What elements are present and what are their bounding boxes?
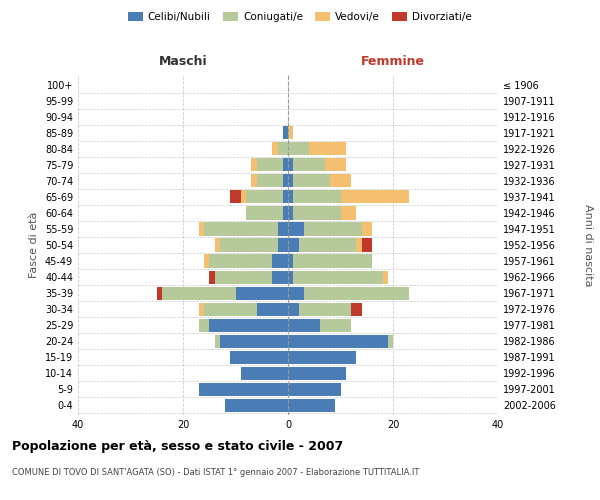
Bar — [199, 383, 288, 396]
Bar — [304, 222, 361, 235]
Bar — [257, 158, 283, 172]
Bar — [283, 174, 288, 188]
Bar — [309, 142, 346, 156]
Bar — [241, 190, 246, 203]
Bar — [230, 350, 288, 364]
Bar — [257, 302, 288, 316]
Bar — [246, 206, 283, 220]
Bar — [288, 270, 293, 283]
Text: COMUNE DI TOVO DI SANT'AGATA (SO) - Dati ISTAT 1° gennaio 2007 - Elaborazione TU: COMUNE DI TOVO DI SANT'AGATA (SO) - Dati… — [12, 468, 419, 477]
Bar — [293, 158, 325, 172]
Y-axis label: Fasce di età: Fasce di età — [29, 212, 39, 278]
Bar — [277, 238, 288, 252]
Text: Femmine: Femmine — [361, 55, 425, 68]
Bar — [272, 270, 288, 283]
Bar — [299, 238, 356, 252]
Bar — [325, 158, 346, 172]
Bar — [293, 206, 341, 220]
Bar — [288, 126, 293, 140]
Bar — [288, 254, 293, 268]
Bar — [215, 270, 272, 283]
Bar — [277, 222, 288, 235]
Bar — [288, 286, 304, 300]
Bar — [199, 318, 209, 332]
Bar — [162, 286, 235, 300]
Bar — [288, 142, 309, 156]
Bar — [288, 190, 293, 203]
Bar — [204, 302, 257, 316]
Bar — [283, 206, 288, 220]
Bar — [283, 190, 288, 203]
Bar — [288, 366, 346, 380]
Bar — [288, 399, 335, 412]
Bar — [220, 238, 277, 252]
Bar — [257, 174, 283, 188]
Bar — [204, 254, 209, 268]
Bar — [283, 158, 288, 172]
Bar — [388, 334, 393, 348]
Bar — [383, 270, 388, 283]
Bar — [288, 350, 356, 364]
Bar — [288, 206, 293, 220]
Bar — [241, 366, 288, 380]
Bar — [288, 318, 320, 332]
Bar — [341, 190, 409, 203]
Bar — [272, 142, 277, 156]
Bar — [199, 302, 204, 316]
Bar — [251, 174, 257, 188]
Text: Anni di nascita: Anni di nascita — [583, 204, 593, 286]
Bar — [341, 206, 356, 220]
Bar — [330, 174, 351, 188]
Bar — [230, 190, 241, 203]
Bar — [209, 318, 288, 332]
Bar — [356, 238, 361, 252]
Bar — [288, 222, 304, 235]
Bar — [361, 238, 372, 252]
Text: Popolazione per età, sesso e stato civile - 2007: Popolazione per età, sesso e stato civil… — [12, 440, 343, 453]
Bar — [215, 334, 220, 348]
Bar — [288, 174, 293, 188]
Bar — [235, 286, 288, 300]
Bar — [225, 399, 288, 412]
Bar — [293, 174, 330, 188]
Bar — [220, 334, 288, 348]
Bar — [293, 270, 383, 283]
Bar — [204, 222, 277, 235]
Bar — [293, 254, 372, 268]
Bar — [304, 286, 409, 300]
Bar — [299, 302, 351, 316]
Bar — [288, 383, 341, 396]
Bar — [283, 126, 288, 140]
Bar — [320, 318, 351, 332]
Bar — [209, 254, 272, 268]
Bar — [288, 334, 388, 348]
Bar — [157, 286, 162, 300]
Bar — [288, 158, 293, 172]
Text: Maschi: Maschi — [158, 55, 208, 68]
Bar — [215, 238, 220, 252]
Bar — [293, 190, 341, 203]
Bar — [246, 190, 283, 203]
Bar — [288, 238, 299, 252]
Bar — [361, 222, 372, 235]
Bar — [351, 302, 361, 316]
Bar — [277, 142, 288, 156]
Legend: Celibi/Nubili, Coniugati/e, Vedovi/e, Divorziati/e: Celibi/Nubili, Coniugati/e, Vedovi/e, Di… — [124, 8, 476, 26]
Bar — [288, 302, 299, 316]
Bar — [209, 270, 215, 283]
Bar — [272, 254, 288, 268]
Bar — [199, 222, 204, 235]
Bar — [251, 158, 257, 172]
